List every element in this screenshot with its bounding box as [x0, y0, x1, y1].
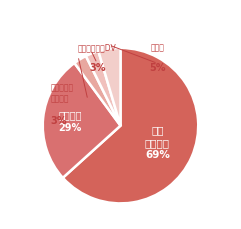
Wedge shape	[74, 57, 120, 126]
Text: 不法侵入・: 不法侵入・	[51, 83, 74, 92]
Wedge shape	[63, 49, 198, 204]
Text: その他: その他	[151, 43, 165, 52]
Text: 5%: 5%	[150, 63, 166, 73]
Wedge shape	[98, 49, 120, 126]
Wedge shape	[86, 52, 120, 126]
Text: 迷惑行為
29%: 迷惑行為 29%	[59, 110, 82, 132]
Text: 3%: 3%	[51, 115, 67, 125]
Text: 騒音
トラブル
69%: 騒音 トラブル 69%	[145, 125, 170, 160]
Text: 3%: 3%	[89, 63, 105, 73]
Text: 窃盗被害: 窃盗被害	[51, 94, 69, 103]
Text: ストーカー・DV: ストーカー・DV	[78, 43, 117, 52]
Wedge shape	[43, 64, 120, 178]
